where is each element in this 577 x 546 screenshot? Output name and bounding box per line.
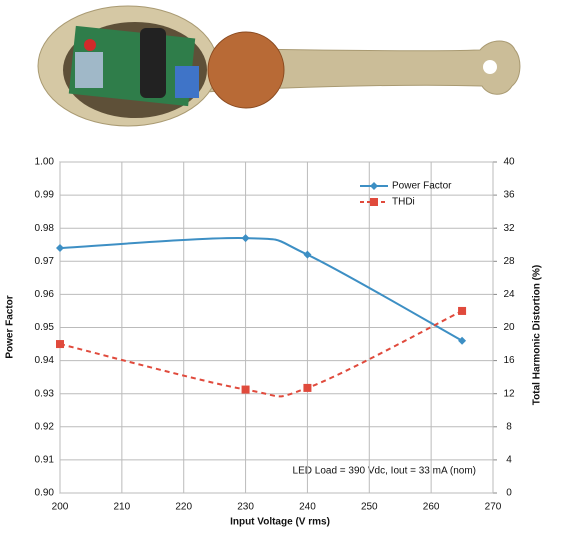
photo: [0, 0, 577, 145]
y2-tick-label: 28: [503, 256, 515, 267]
y-tick-label: 0.91: [35, 455, 55, 466]
component: [75, 52, 103, 88]
y2-axis-label: Total Harmonic Distortion (%): [532, 265, 543, 405]
marker: [458, 306, 467, 315]
x-axis-label: Input Voltage (V rms): [230, 517, 330, 528]
y2-tick-label: 12: [503, 388, 515, 399]
y-axis-label: Power Factor: [5, 295, 16, 358]
x-tick-label: 200: [52, 502, 69, 513]
marker: [458, 336, 467, 345]
series-line: [59, 310, 463, 398]
capacitor: [140, 28, 166, 98]
y-tick-label: 0.92: [35, 421, 55, 432]
x-tick-label: 240: [299, 502, 316, 513]
x-tick-label: 260: [423, 502, 440, 513]
y-tick-label: 0.99: [35, 190, 55, 201]
x-tick-label: 220: [175, 502, 192, 513]
y2-tick-label: 0: [506, 488, 512, 499]
marker: [241, 234, 250, 243]
marker: [303, 383, 312, 392]
marker: [303, 250, 312, 259]
marker: [56, 244, 64, 253]
y-tick-label: 0.95: [35, 322, 55, 333]
y2-tick-label: 24: [503, 289, 515, 300]
marker: [56, 340, 64, 349]
legend-label: Power Factor: [392, 181, 452, 192]
led: [84, 39, 96, 51]
penny: [207, 31, 285, 109]
marker: [241, 385, 250, 394]
y2-tick-label: 32: [503, 223, 515, 234]
y-tick-label: 0.94: [35, 355, 55, 366]
x-tick-label: 250: [361, 502, 378, 513]
annotation: LED Load = 390 Vdc, Iout = 33 mA (nom): [293, 466, 476, 477]
x-tick-label: 270: [485, 502, 502, 513]
series-line: [59, 237, 463, 342]
y-tick-label: 0.90: [35, 488, 55, 499]
y-tick-label: 0.97: [35, 256, 55, 267]
spoon-hole: [483, 60, 497, 74]
legend-marker: [370, 198, 378, 206]
legend-label: THDi: [392, 197, 415, 208]
component: [175, 66, 199, 98]
y2-tick-label: 40: [503, 157, 515, 168]
y2-tick-label: 16: [503, 355, 515, 366]
legend-marker: [370, 182, 378, 190]
x-tick-label: 210: [114, 502, 131, 513]
y2-tick-label: 8: [506, 421, 512, 432]
y2-tick-label: 4: [506, 455, 512, 466]
y-tick-label: 1.00: [35, 157, 55, 168]
y2-tick-label: 36: [503, 190, 515, 201]
y-tick-label: 0.93: [35, 388, 55, 399]
y-tick-label: 0.98: [35, 223, 55, 234]
y-tick-label: 0.96: [35, 289, 55, 300]
x-tick-label: 230: [237, 502, 254, 513]
y2-tick-label: 20: [503, 322, 515, 333]
